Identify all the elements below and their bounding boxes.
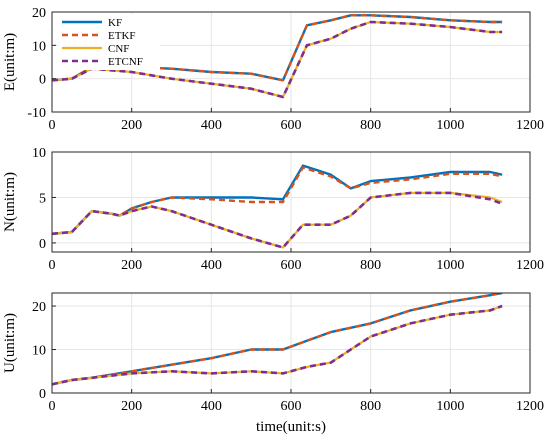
y-tick-label: 5 [39,191,46,206]
y-axis-label: N(unit:m) [2,172,18,232]
y-tick-label: 10 [32,39,46,54]
y-tick-label: 20 [32,300,46,315]
y-tick-label: 0 [39,387,46,402]
y-axis-label: U(unit:m) [2,313,18,373]
x-tick-label: 1000 [436,258,464,273]
x-tick-label: 1200 [516,399,544,414]
y-tick-label: 0 [39,237,46,252]
series-line-etcnf [52,304,503,386]
y-tick-label: 0 [39,73,46,88]
x-tick-label: 600 [281,258,302,273]
x-tick-label: 800 [360,399,381,414]
x-tick-label: 1200 [516,258,544,273]
x-tick-label: 600 [281,399,302,414]
x-axis-label: time(unit:s) [256,419,326,435]
x-tick-label: 600 [281,118,302,133]
x-tick-label: 800 [360,118,381,133]
x-tick-label: 0 [49,118,56,133]
x-tick-label: 400 [201,399,222,414]
x-tick-label: 200 [121,399,142,414]
panel-n: 0 200 400 600 800 1000 1200 0 5 10 N(unit:m) [2,146,544,273]
x-tick-label: 0 [49,258,56,273]
x-tick-label: 1000 [436,399,464,414]
x-tick-label: 400 [201,118,222,133]
panel-u: 0 200 400 600 800 1000 1200 0 10 20 U(unit:m) time(… [2,292,544,435]
series-line-etcnf [52,191,503,249]
x-tick-label: 200 [121,258,142,273]
x-tick-label: 200 [121,118,142,133]
series-group [52,164,503,249]
y-tick-label: -10 [27,106,46,121]
legend-label: CNF [108,43,129,55]
y-axis-label: E(unit:m) [2,33,18,91]
legend-label: KF [108,17,122,29]
y-tick-label: 10 [32,146,46,161]
y-tick-label: 10 [32,344,46,359]
legend-label: ETKF [108,30,136,42]
legend-label: ETCNF [108,56,143,68]
x-tick-label: 1200 [516,118,544,133]
x-tick-label: 800 [360,258,381,273]
x-tick-label: 1000 [436,118,464,133]
y-tick-label: 20 [32,6,46,21]
x-tick-label: 0 [49,399,56,414]
series-line-etkf [52,166,503,235]
x-tick-label: 400 [201,258,222,273]
series-group [52,293,503,386]
series-line-etcnf [52,20,503,99]
panel-e: 0 200 400 600 800 1000 1200-1001020E(unit:m)KF… [2,6,544,133]
